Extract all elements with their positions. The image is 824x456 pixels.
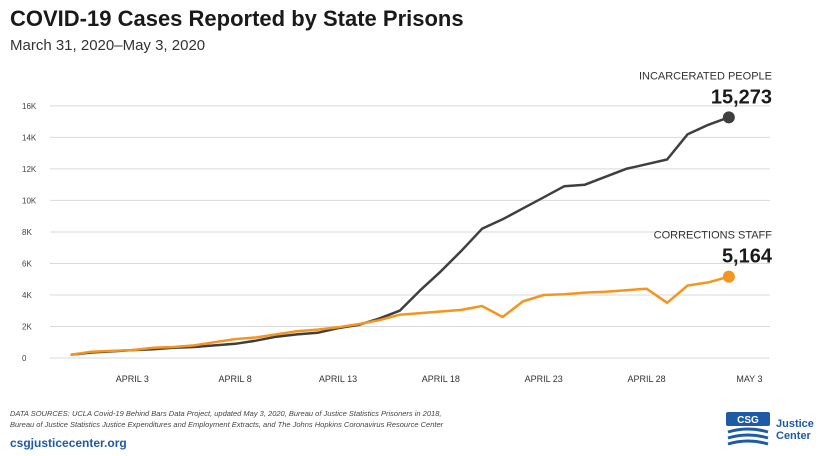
x-tick-label: MAY 3 [736, 374, 762, 384]
chart-title: COVID-19 Cases Reported by State Prisons [10, 6, 464, 31]
csg-justice-center-logo: CSG Justice Center [724, 410, 814, 450]
data-sources-note: DATA SOURCES: UCLA Covid-19 Behind Bars … [10, 408, 650, 430]
source-line-1: DATA SOURCES: UCLA Covid-19 Behind Bars … [10, 409, 442, 418]
x-tick-label: APRIL 3 [116, 374, 149, 384]
source-line-2: Bureau of Justice Statistics Justice Exp… [10, 420, 444, 429]
staff-series-line [70, 275, 730, 357]
incarcerated-series-name-label: INCARCERATED PEOPLE [639, 70, 772, 82]
x-tick-label: APRIL 18 [422, 374, 460, 384]
x-tick-label: APRIL 8 [219, 374, 252, 384]
website-link[interactable]: csgjusticecenter.org [10, 436, 127, 450]
y-tick-label: 2K [22, 322, 32, 331]
chart-subtitle: March 31, 2020–May 3, 2020 [10, 37, 206, 54]
logo-line-2: Center [776, 430, 811, 442]
logo-mark-text: CSG [737, 415, 759, 426]
y-tick-label: 6K [22, 259, 32, 268]
y-tick-label: 8K [22, 228, 32, 237]
y-tick-label: 10K [22, 196, 37, 205]
line-chart: 0 2K 4K 6K 8K 10K 12K 14K 16K APRIL 3 APRIL 8 APRIL… [22, 70, 773, 384]
incarcerated-series-line [70, 116, 730, 357]
y-tick-label: 0 [22, 354, 27, 363]
y-tick-label: 16K [22, 102, 37, 111]
incarcerated-series-value-label: 15,273 [711, 86, 772, 108]
logo-text: Justice Center [776, 418, 814, 442]
y-tick-label: 12K [22, 165, 37, 174]
y-tick-label: 14K [22, 133, 37, 142]
x-tick-label: APRIL 13 [319, 374, 357, 384]
staff-series-value-label: 5,164 [722, 246, 773, 268]
staff-series-endpoint [722, 270, 735, 283]
csg-logo-icon: CSG [726, 412, 770, 446]
x-tick-label: APRIL 28 [627, 374, 665, 384]
x-tick-label: APRIL 23 [525, 374, 563, 384]
logo-line-1: Justice [776, 418, 814, 430]
incarcerated-series-endpoint [722, 111, 735, 124]
y-tick-label: 4K [22, 291, 32, 300]
staff-series-name-label: CORRECTIONS STAFF [654, 230, 773, 242]
